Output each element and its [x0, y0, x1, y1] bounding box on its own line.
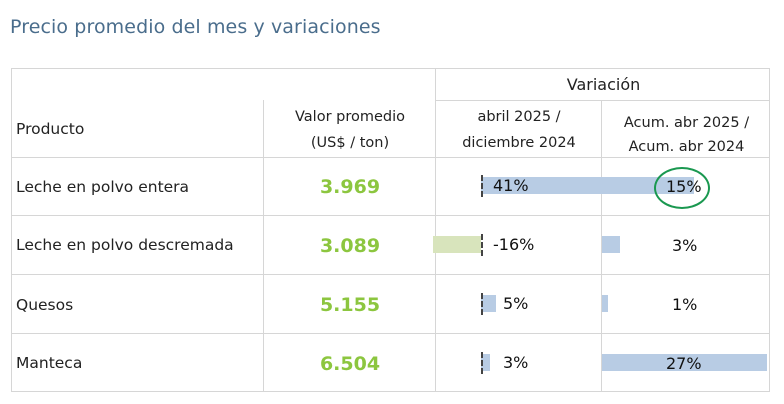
- var2-bar: [602, 295, 609, 312]
- zero-axis: [481, 175, 483, 197]
- product-name: Manteca: [16, 354, 83, 372]
- var1-label: 5%: [503, 294, 529, 313]
- var1-label: 41%: [493, 176, 529, 195]
- highlight-circle: [654, 167, 710, 209]
- product-value: 3.089: [319, 235, 381, 257]
- row-divider: [12, 274, 770, 275]
- var2-bar: [602, 236, 621, 253]
- var2-bar: [602, 354, 767, 371]
- product-value: 3.969: [319, 176, 381, 198]
- col-divider: [601, 100, 602, 392]
- var1-label: -16%: [493, 235, 535, 254]
- product-value: 5.155: [319, 294, 381, 316]
- row-divider: [12, 157, 770, 158]
- col-divider: [263, 100, 264, 392]
- product-name: Leche en polvo entera: [16, 178, 190, 196]
- header-divider: [435, 100, 770, 101]
- var2-header-line1: Acum. abr 2025 /: [623, 115, 750, 131]
- var2-label: 3%: [672, 236, 698, 255]
- product-name: Quesos: [16, 296, 74, 314]
- page-title: Precio promedio del mes y variaciones: [10, 16, 381, 38]
- row-divider: [12, 333, 770, 334]
- var1-header-line2: diciembre 2024: [462, 135, 576, 151]
- zero-axis: [481, 234, 483, 256]
- var1-label: 3%: [503, 353, 529, 372]
- variacion-header: Variación: [566, 75, 641, 94]
- var1-bar: [481, 295, 496, 312]
- valor-header-line2: (US$ / ton): [310, 135, 390, 151]
- zero-axis: [481, 293, 483, 315]
- var1-bar: [481, 354, 490, 371]
- col-divider: [435, 69, 436, 392]
- zero-axis: [481, 352, 483, 374]
- row-divider: [12, 215, 770, 216]
- var1-bar: [433, 236, 481, 253]
- product-value: 6.504: [319, 353, 381, 375]
- price-variation-table: Variación Producto Valor promedio (US$ /…: [11, 68, 770, 392]
- var2-header-line2: Acum. abr 2024: [628, 139, 745, 155]
- var1-bar: [481, 177, 604, 194]
- var2-label: 27%: [666, 354, 702, 373]
- product-name: Leche en polvo descremada: [16, 236, 234, 254]
- valor-header-line1: Valor promedio: [294, 109, 406, 125]
- var1-header-line1: abril 2025 /: [477, 109, 561, 125]
- producto-header: Producto: [16, 120, 85, 138]
- var2-label: 1%: [672, 295, 698, 314]
